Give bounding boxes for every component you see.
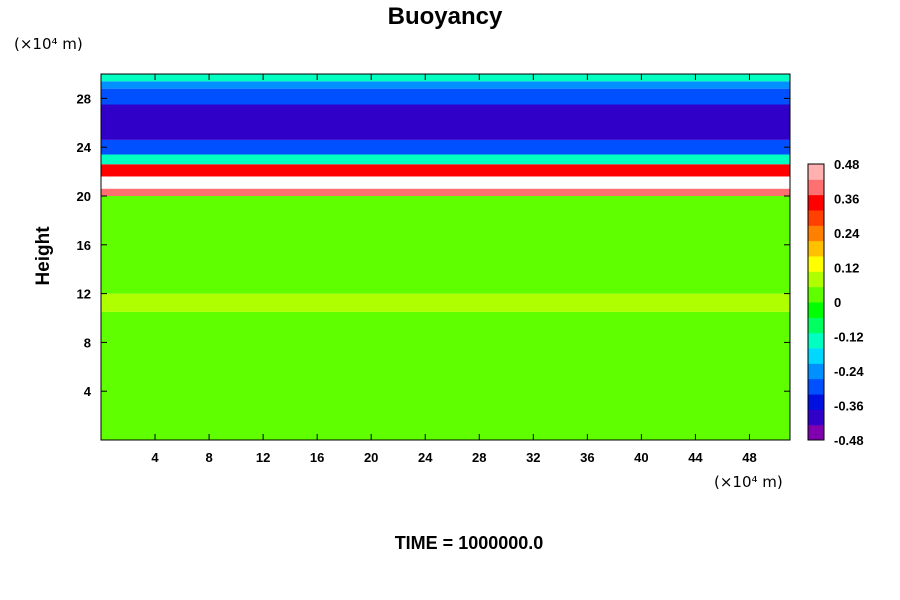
x-unit-label: (×10⁴ m)	[714, 473, 783, 491]
colorbar-swatch	[808, 210, 824, 226]
colorbar-swatch	[808, 332, 824, 349]
colorbar-swatch	[808, 348, 824, 364]
colorbar-swatch	[808, 256, 824, 272]
colorbar-swatch	[808, 179, 824, 196]
colorbar-tick-label: 0	[834, 295, 841, 310]
y-tick-label: 16	[77, 238, 91, 253]
colorbar-swatch	[808, 424, 824, 441]
y-tick-label: 4	[84, 384, 92, 399]
plot-frame	[100, 73, 791, 441]
colorbar-swatch	[808, 194, 824, 211]
colorbar-frame	[807, 163, 825, 441]
y-tick-label: 8	[84, 335, 91, 350]
y-tick-label: 20	[77, 189, 91, 204]
colorbar-swatch	[808, 302, 824, 318]
y-tick-label: 24	[77, 140, 92, 155]
field-band-5	[101, 164, 790, 177]
field-band-6	[101, 154, 790, 165]
x-tick-label: 48	[742, 450, 756, 465]
colorbar-swatch	[808, 378, 824, 395]
x-tick-label: 36	[580, 450, 594, 465]
colorbar-tick-label: 0.12	[834, 261, 859, 276]
x-tick-label: 44	[688, 450, 703, 465]
colorbar-tick-label: 0.36	[834, 192, 859, 207]
x-tick-label: 8	[205, 450, 212, 465]
field-band-0	[101, 311, 790, 440]
colorbar-swatch	[808, 409, 824, 426]
plot-area	[100, 73, 791, 441]
x-tick-label: 12	[256, 450, 270, 465]
y-axis-label: Height	[33, 226, 54, 286]
colorbar-swatch	[808, 363, 824, 380]
field-band-1	[101, 293, 790, 312]
field-band-2	[101, 196, 790, 294]
field-band-11	[101, 74, 790, 82]
x-tick-label: 32	[526, 450, 540, 465]
colorbar: 0.48 0.36 0.24 0.12 0 -0.12 -0.24 -0.36 -0.48	[807, 157, 864, 448]
chart-title: Buoyancy	[388, 3, 503, 30]
field-band-7	[101, 139, 790, 155]
x-tick-label: 16	[310, 450, 324, 465]
colorbar-tick-label: -0.36	[834, 399, 864, 414]
colorbar-swatch	[808, 271, 824, 288]
y-tick-label: 12	[77, 287, 91, 302]
colorbar-swatch	[808, 394, 824, 410]
colorbar-tick-label: -0.24	[834, 364, 864, 379]
colorbar-tick-label: -0.12	[834, 330, 864, 345]
colorbar-swatch	[808, 317, 824, 334]
time-label: TIME = 1000000.0	[395, 533, 544, 553]
colorbar-swatch	[808, 240, 824, 257]
x-tick-label: 24	[418, 450, 433, 465]
field-band-10	[101, 81, 790, 89]
field-band-8	[101, 104, 790, 140]
y-tick-label: 28	[77, 91, 91, 106]
colorbar-swatch	[808, 225, 824, 242]
x-tick-label: 40	[634, 450, 648, 465]
colorbar-tick-label: 0.48	[834, 157, 859, 172]
x-tick-label: 28	[472, 450, 486, 465]
y-unit-label: (×10⁴ m)	[14, 35, 83, 53]
colorbar-swatch	[808, 164, 824, 180]
colorbar-tick-label: -0.48	[834, 433, 864, 448]
colorbar-swatch	[808, 286, 824, 303]
colorbar-tick-label: 0.24	[834, 226, 860, 241]
field-band-4	[101, 176, 790, 189]
x-tick-label: 20	[364, 450, 378, 465]
x-tick-label: 4	[151, 450, 159, 465]
field-band-3	[101, 188, 790, 196]
field-band-9	[101, 88, 790, 105]
